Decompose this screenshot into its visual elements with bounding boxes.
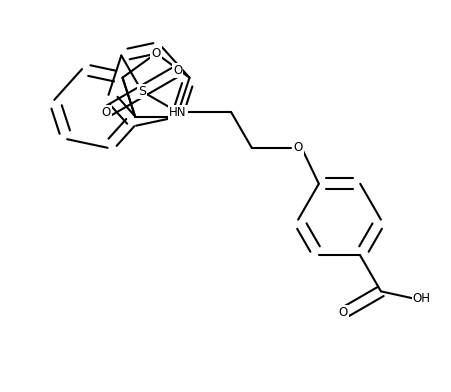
Text: OH: OH <box>412 292 430 305</box>
Text: O: O <box>293 142 302 154</box>
Text: O: O <box>101 105 110 118</box>
Text: HN: HN <box>169 105 186 118</box>
Text: S: S <box>138 85 146 98</box>
Text: O: O <box>173 64 182 77</box>
Text: O: O <box>151 47 160 60</box>
Text: O: O <box>338 305 347 319</box>
